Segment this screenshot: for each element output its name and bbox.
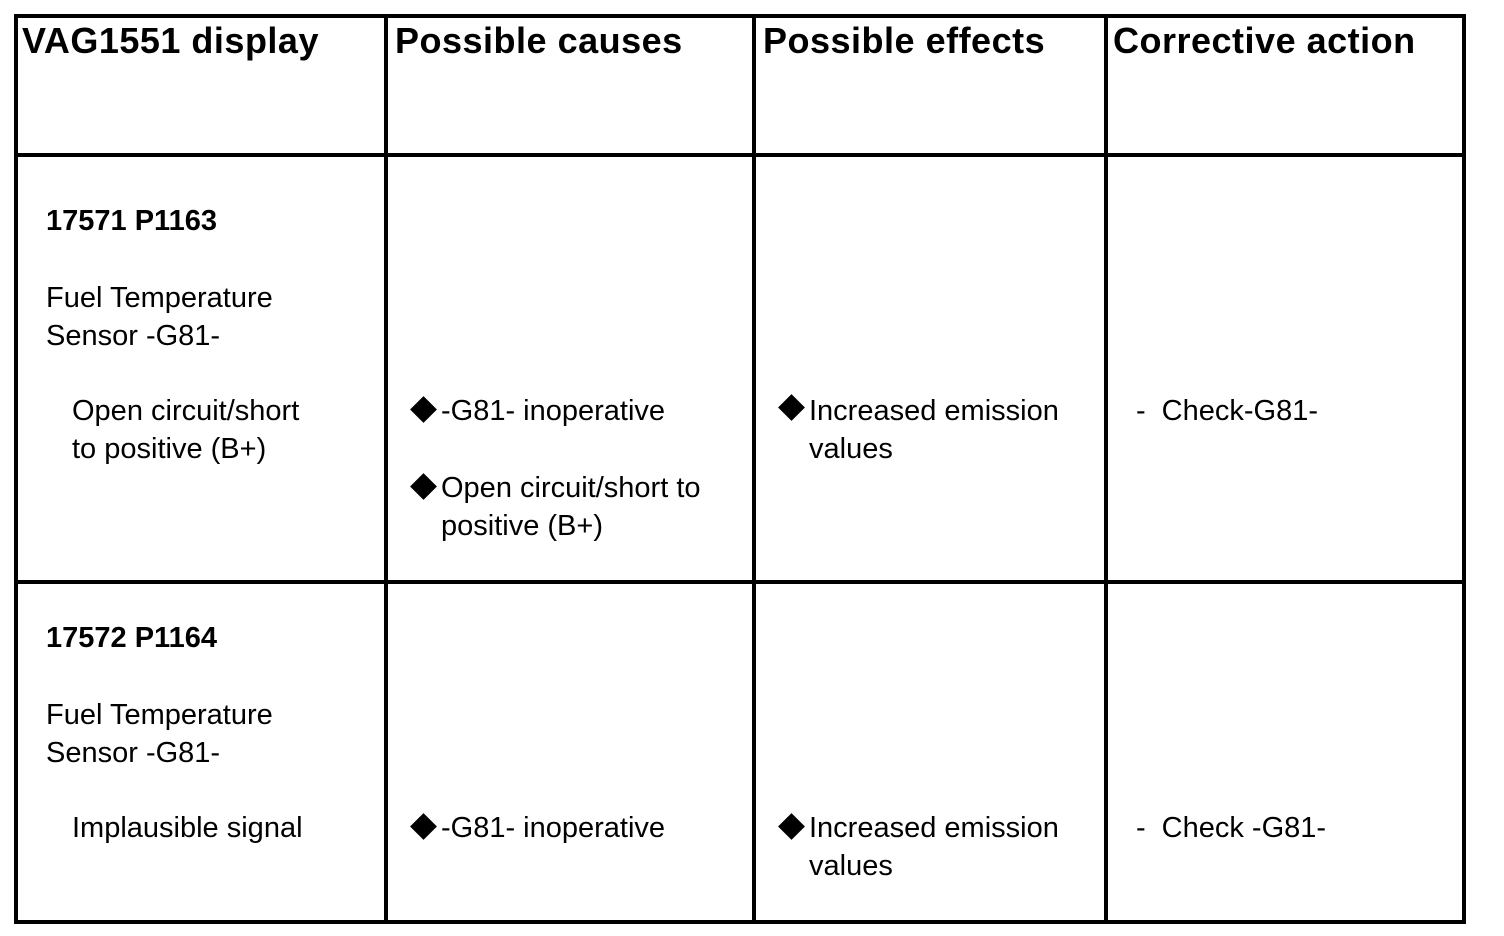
header-possible-effects: Possible effects xyxy=(763,20,1046,61)
dash-icon: - xyxy=(1136,395,1146,427)
diamond-bullet-icon xyxy=(778,813,805,840)
table-border-bottom xyxy=(14,920,1466,924)
fault-code: 17571 P1163 xyxy=(46,205,217,237)
fault-condition-line2: to positive (B+) xyxy=(72,433,267,465)
diamond-bullet-icon xyxy=(410,813,437,840)
effect-item: Increased emission values xyxy=(778,809,1059,885)
cause-text-line2: positive (B+) xyxy=(441,510,603,542)
effect-text: Increased emission values xyxy=(809,809,1059,885)
effect-text-line1: Increased emission xyxy=(809,812,1059,844)
cause-text: -G81- inoperative xyxy=(441,395,666,427)
component-name-line2: Sensor -G81- xyxy=(46,320,221,352)
action-text: Check -G81- xyxy=(1161,812,1327,844)
fault-code-table: VAG1551 display Possible causes Possible… xyxy=(14,14,1466,924)
component-name-line2: Sensor -G81- xyxy=(46,737,221,769)
effect-text-line2: values xyxy=(809,433,893,465)
action-item: - Check -G81- xyxy=(1136,809,1326,847)
fault-condition-line1: Implausible signal xyxy=(72,812,303,844)
cause-item: -G81- inoperative xyxy=(410,392,665,430)
effect-text-line2: values xyxy=(809,850,893,882)
diamond-bullet-icon xyxy=(410,473,437,500)
diamond-bullet-icon xyxy=(410,396,437,423)
cause-text-line1: Open circuit/short to xyxy=(441,472,701,504)
header-corrective-action: Corrective action xyxy=(1113,20,1416,61)
fault-condition-line1: Open circuit/short xyxy=(72,395,300,427)
cause-item: Open circuit/short to positive (B+) xyxy=(410,469,701,545)
header-possible-causes: Possible causes xyxy=(395,20,683,61)
cause-item: -G81- inoperative xyxy=(410,809,665,847)
component-name-line1: Fuel Temperature xyxy=(46,699,273,731)
action-item: - Check-G81- xyxy=(1136,392,1318,430)
effect-text-line1: Increased emission xyxy=(809,395,1059,427)
cause-text: Open circuit/short to positive (B+) xyxy=(441,469,701,545)
column-divider-1 xyxy=(384,14,388,924)
table-border-top xyxy=(14,14,1466,18)
column-divider-2 xyxy=(752,14,756,924)
table-border-left xyxy=(14,14,18,924)
component-name-line1: Fuel Temperature xyxy=(46,282,273,314)
action-text: Check-G81- xyxy=(1161,395,1318,427)
fault-code: 17572 P1164 xyxy=(46,622,217,654)
effect-item: Increased emission values xyxy=(778,390,1059,468)
header-divider xyxy=(14,153,1466,157)
table-border-right xyxy=(1462,14,1466,924)
cause-text: -G81- inoperative xyxy=(441,812,666,844)
header-vag1551-display: VAG1551 display xyxy=(22,20,319,61)
effect-text: Increased emission values xyxy=(809,392,1059,468)
column-divider-3 xyxy=(1104,14,1108,924)
diamond-bullet-icon xyxy=(778,394,805,421)
dash-icon: - xyxy=(1136,812,1146,844)
row-divider xyxy=(14,580,1466,584)
